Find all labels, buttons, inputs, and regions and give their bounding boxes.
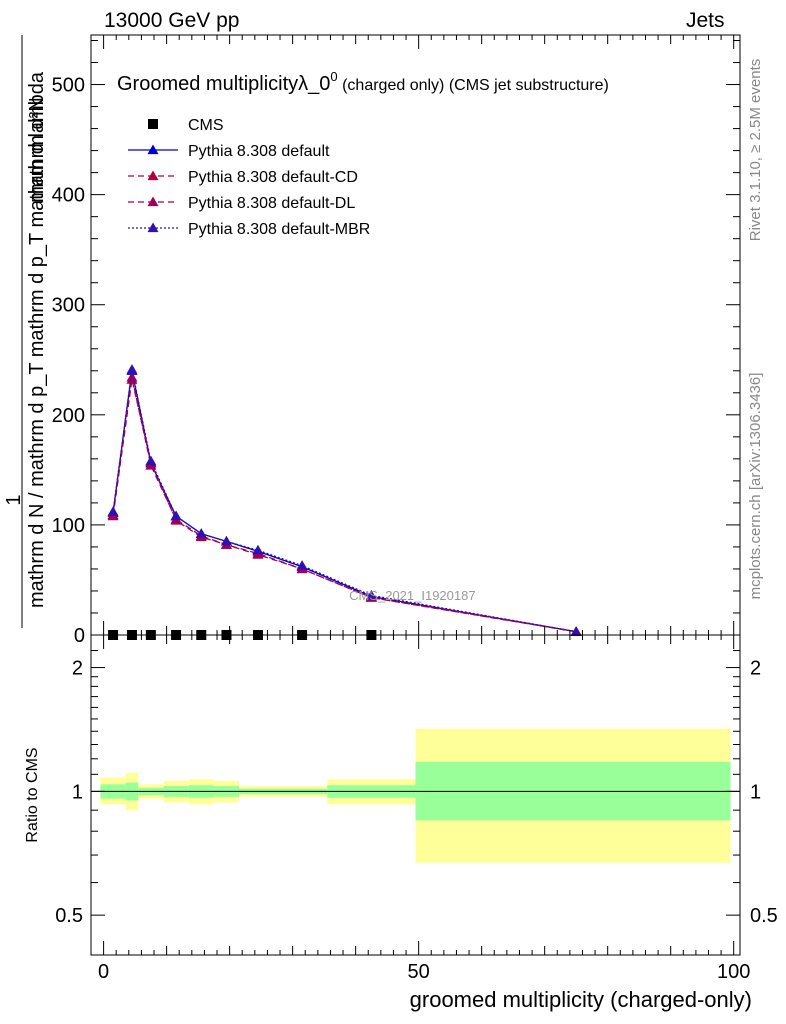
series-pythia-8-308-default-mbr [107, 364, 582, 636]
y-axis-label-denominator: mathrm d N / mathrm d p_T mathrm d p_T m… [26, 71, 48, 608]
data-point-triangle [147, 170, 159, 181]
data-point-triangle [195, 528, 207, 538]
legend-entry: CMS [148, 117, 224, 134]
data-point-triangle [570, 626, 582, 636]
ratio-axis-label: Ratio to CMS [24, 747, 41, 842]
data-point-triangle [170, 510, 182, 521]
series-line [112, 370, 577, 633]
data-point-triangle [365, 589, 377, 600]
x-axis-label: groomed multiplicity (charged-only) [410, 987, 752, 1012]
y-tick-label: 0 [74, 625, 85, 647]
x-tick-label: 0 [98, 961, 109, 983]
x-tick-label: 50 [408, 961, 430, 983]
data-point-triangle [147, 222, 159, 233]
data-point-triangle [126, 371, 138, 382]
category-label: Jets [686, 9, 725, 32]
data-point-triangle [220, 535, 232, 546]
legend-label: Pythia 8.308 default-CD [188, 169, 358, 186]
legend: CMS Pythia 8.308 default Pythia 8.308 defa… [128, 117, 370, 238]
mcplots-label: mcplots.cern.ch [arXiv:1306.3436] [747, 373, 764, 600]
watermark: CMS_2021_I1920187 [349, 588, 476, 603]
y-tick-label: 500 [52, 75, 85, 97]
data-point-triangle [296, 560, 308, 570]
rivet-label: Rivet 3.1.10, ≥ 2.5M events [747, 59, 764, 242]
legend-entry: Pythia 8.308 default-CD [128, 169, 358, 186]
data-point-triangle [147, 144, 159, 155]
chart-title: Groomed multiplicityλ_00 (charged only) … [117, 69, 609, 95]
legend-label: Pythia 8.308 default-DL [188, 195, 355, 212]
y-tick-label: 400 [52, 185, 85, 207]
legend-label: Pythia 8.308 default [188, 143, 330, 160]
legend-marker [148, 119, 158, 129]
series-pythia-8-308-default [107, 365, 582, 636]
legend-label: Pythia 8.308 default-MBR [188, 221, 370, 238]
ratio-tick-label-right: 0.5 [750, 905, 778, 927]
ratio-tick-label: 2 [72, 658, 83, 680]
data-point-triangle [107, 506, 119, 516]
y-tick-label: 200 [52, 405, 85, 427]
legend-entry: Pythia 8.308 default-DL [128, 195, 355, 212]
x-tick-label: 100 [717, 961, 750, 983]
legend-entry: Pythia 8.308 default-MBR [128, 221, 370, 238]
ratio-tick-label: 1 [72, 781, 83, 803]
data-point-triangle [252, 544, 264, 555]
energy-label: 13000 GeV pp [104, 9, 240, 32]
legend-label: CMS [188, 117, 224, 134]
ratio-tick-label-right: 2 [750, 658, 761, 680]
data-point-triangle [126, 364, 138, 374]
series-line [112, 379, 577, 633]
data-point-triangle [147, 196, 159, 207]
y-axis-label-numerator: mathrm d²N [26, 97, 48, 203]
axis-labels: CMS_2021_I1920187 Groomed multiplicityλ_0… [3, 35, 764, 1012]
y-tick-label: 100 [52, 515, 85, 537]
ratio-bands [91, 728, 740, 863]
series-line [112, 377, 577, 633]
series-line [112, 369, 577, 633]
y-axis-label-prefix: 1 [3, 494, 25, 505]
legend-entry: Pythia 8.308 default [128, 143, 330, 160]
series-layer [107, 364, 582, 640]
series-pythia-8-308-default-cd [107, 374, 582, 636]
axis-ticks: 0 100 200 300 400 500 0 50 100 0.5 0.5 1 1 2 2 [52, 35, 778, 983]
data-point-triangle [145, 455, 157, 466]
y-tick-label: 300 [52, 295, 85, 317]
series-pythia-8-308-default-dl [107, 371, 582, 636]
ratio-tick-label: 0.5 [55, 905, 83, 927]
lower-frame [90, 634, 741, 956]
ratio-tick-label-right: 1 [750, 781, 761, 803]
